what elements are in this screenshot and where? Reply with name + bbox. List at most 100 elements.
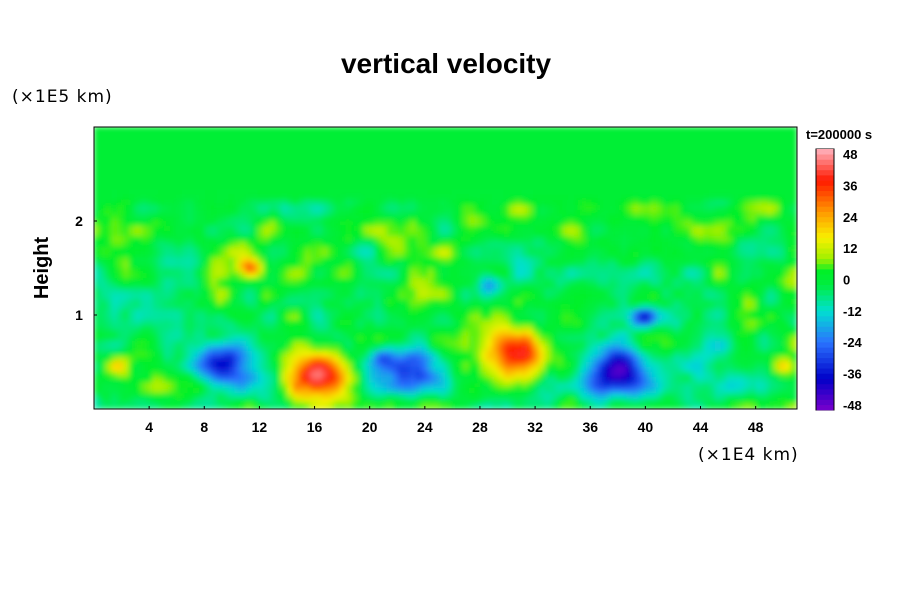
heatmap-cell (656, 127, 663, 133)
heatmap-cell (111, 309, 118, 316)
heatmap-cell (310, 137, 317, 143)
heatmap-cell (732, 199, 739, 206)
heatmap-cell (386, 288, 394, 295)
heatmap-cell (638, 262, 645, 269)
heatmap-cell (140, 173, 148, 180)
heatmap-cell (743, 215, 751, 222)
heatmap-cell (410, 241, 417, 248)
heatmap-cell (363, 283, 370, 290)
heatmap-cell (433, 330, 440, 337)
heatmap-cell (357, 205, 364, 211)
heatmap-cell (415, 283, 423, 290)
heatmap-cell (445, 163, 452, 170)
heatmap-cell (726, 231, 733, 237)
heatmap-cell (779, 304, 786, 311)
heatmap-cell (661, 325, 669, 331)
heatmap-cell (134, 241, 142, 248)
heatmap-cell (509, 147, 517, 154)
heatmap-cell (773, 325, 780, 331)
heatmap-cell (439, 340, 446, 347)
heatmap-cell (615, 267, 622, 274)
heatmap-cell (661, 225, 669, 232)
heatmap-cell (708, 131, 716, 138)
heatmap-cell (714, 325, 722, 331)
heatmap-cell (702, 205, 710, 211)
heatmap-cell (181, 293, 189, 300)
heatmap-cell (714, 330, 722, 337)
y-unit-label: (×1E5 km) (12, 87, 113, 107)
heatmap-cell (134, 330, 142, 337)
heatmap-cell (333, 137, 341, 143)
heatmap-cell (122, 309, 130, 316)
heatmap-cell (193, 199, 200, 206)
heatmap-cell (714, 147, 722, 154)
heatmap-cell (445, 205, 452, 211)
heatmap-cell (620, 246, 628, 253)
heatmap-cell (445, 231, 452, 237)
heatmap-cell (515, 314, 522, 321)
heatmap-cell (749, 168, 757, 175)
heatmap-cell (240, 257, 247, 264)
heatmap-cell (591, 184, 599, 190)
heatmap-cell (380, 184, 388, 190)
heatmap-cell (732, 158, 739, 164)
heatmap-cell (521, 152, 528, 159)
heatmap-cell (550, 158, 558, 164)
heatmap-cell (128, 241, 136, 248)
heatmap-cell (398, 158, 405, 164)
heatmap-cell (761, 236, 769, 243)
heatmap-cell (644, 278, 651, 284)
heatmap-cell (158, 314, 165, 321)
heatmap-cell (527, 272, 534, 279)
heatmap-cell (140, 325, 148, 331)
heatmap-cell (146, 283, 153, 290)
heatmap-cell (281, 131, 288, 138)
heatmap-cell (146, 325, 153, 331)
heatmap-cell (644, 220, 651, 227)
heatmap-cell (216, 173, 224, 180)
heatmap-cell (357, 340, 364, 347)
heatmap-cell (199, 272, 206, 279)
heatmap-cell (603, 309, 610, 316)
heatmap-cell (773, 241, 780, 248)
heatmap-cell (433, 288, 440, 295)
heatmap-cell (169, 210, 177, 217)
heatmap-cell (380, 231, 388, 237)
heatmap-cell (392, 152, 399, 159)
heatmap-cell (216, 267, 224, 274)
heatmap-cell (462, 288, 470, 295)
heatmap-cell (638, 236, 645, 243)
heatmap-cell (269, 189, 276, 196)
heatmap-cell (533, 184, 540, 190)
heatmap-cell (697, 189, 704, 196)
heatmap-cell (492, 299, 499, 305)
heatmap-cell (94, 178, 101, 185)
heatmap-cell (304, 158, 312, 164)
heatmap-cell (310, 335, 317, 342)
heatmap-cell (644, 189, 651, 196)
heatmap-cell (111, 173, 118, 180)
heatmap-cell (269, 272, 276, 279)
heatmap-cell (292, 299, 300, 305)
heatmap-cell (533, 299, 540, 305)
heatmap-cell (615, 127, 622, 133)
heatmap-cell (603, 184, 610, 190)
heatmap-cell (790, 173, 797, 180)
heatmap-cell (538, 335, 546, 342)
heatmap-cell (158, 246, 165, 253)
heatmap-cell (591, 267, 599, 274)
heatmap-cell (474, 142, 481, 149)
heatmap-cell (720, 288, 727, 295)
heatmap-cell (486, 283, 493, 290)
heatmap-cell (667, 252, 675, 258)
heatmap-cell (105, 236, 112, 243)
heatmap-cell (626, 142, 634, 149)
heatmap-cell (527, 189, 534, 196)
heatmap-cell (128, 309, 136, 316)
heatmap-cell (251, 189, 259, 196)
heatmap-cell (632, 309, 640, 316)
heatmap-cell (322, 236, 329, 243)
heatmap-cell (603, 236, 610, 243)
heatmap-cell (644, 272, 651, 279)
